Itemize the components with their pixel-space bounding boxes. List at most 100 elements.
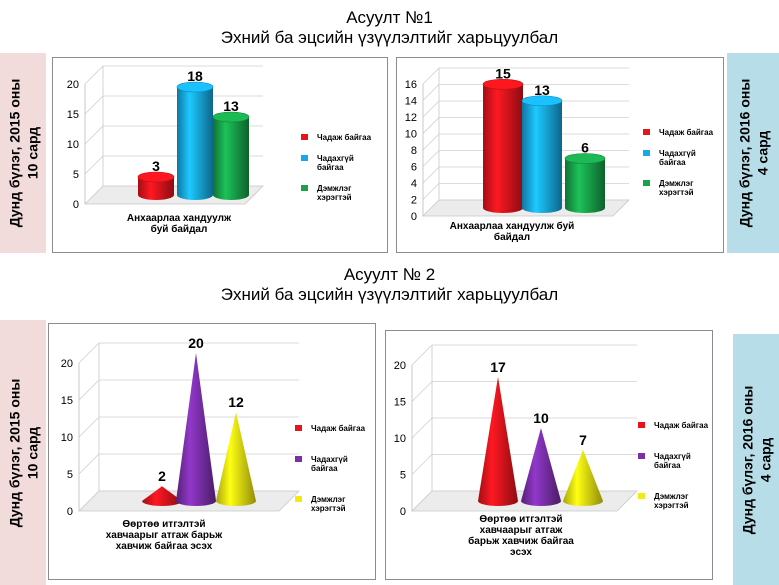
cone-0 [478,376,518,506]
legend: Чадаж байгаа Чадахгүй байгаа Дэмжлэг хэр… [643,128,723,209]
chart-q1-2016: 0 2 4 6 8 10 12 14 16 15 13 6 Анхаарлаа хандуулж бу… [396,57,724,253]
side-label-line2: 10 сард [24,426,41,479]
legend-label: Чадаж байгаа [654,421,709,430]
legend-swatch-purple [295,456,302,462]
legend-label: Чадахгүй байгаа [659,149,696,167]
question1-title-line1: Асуулт №1 [346,8,433,27]
bar-top-0 [137,171,175,183]
gridline [422,117,629,134]
data-label: 15 [495,65,511,81]
question2-title-line1: Асуулт № 2 [343,265,436,284]
y-tick-label: 5 [400,470,406,482]
gridline [411,417,637,439]
legend-swatch-yellow [638,493,645,499]
y-tick-label: 0 [400,506,406,518]
data-label: 13 [534,82,550,98]
bar-top-1 [521,95,563,107]
y-tick-label: 8 [411,145,417,157]
chart-q1-2015-svg: 0 5 10 15 20 3 18 13 [67,65,264,211]
legend-item-chadahgui: Чадахгүй байгаа [643,149,723,167]
data-label: 13 [223,98,239,114]
bar-top-1 [176,81,214,93]
y-tick-label: 10 [67,139,79,151]
bar-top-0 [482,78,524,90]
data-label: 10 [533,410,549,426]
chart-q2-2016-svg: 0 5 10 15 20 17 10 7 [394,344,638,518]
data-label: 2 [158,468,166,484]
gridline [84,65,263,85]
y-tick-label: 4 [411,178,417,190]
bar-0 [483,84,523,213]
y-tick-label: 2 [411,195,417,207]
y-tick-label: 0 [67,506,73,518]
y-tick-label: 15 [394,397,406,409]
legend-item-chadaj: Чадаж байгаа [295,424,373,433]
legend-swatch-red [301,134,308,140]
legend-swatch-green [301,185,308,191]
y-tick-label: 5 [73,169,79,181]
legend-label: Чадахгүй байгаа [654,452,691,470]
legend-swatch-blue [301,155,308,161]
side-label-line2: 10 сард [24,126,41,180]
y-tick-label: 14 [405,96,417,108]
y-tick-label: 0 [73,199,79,211]
legend-label: Дэмжлэг хэрэгтэй [311,495,346,513]
y-tick-label: 5 [67,469,73,481]
data-label: 17 [490,359,506,375]
bar-0 [138,177,174,200]
data-label: 20 [188,335,204,351]
y-tick-label: 20 [61,358,73,370]
gridline [422,84,629,101]
side-label-bottom-left: Дунд бүлэг, 2015 оны 10 сард [0,320,46,585]
category-label: Өөртөө итгэлтэй хавчаарыг атгаж барьж ха… [105,519,223,552]
y-tick-label: 20 [67,79,79,91]
legend-label: Чадахгүй байгаа [311,455,348,473]
side-label-line1: Дунд бүлэг, 2015 оны [6,378,23,527]
side-label-line1: Дунд бүлэг, 2016 оны [739,385,756,534]
gridline [422,150,629,167]
y-tick-label: 12 [405,112,417,124]
bar-1 [522,100,562,213]
side-label-line2: 4 сард [754,130,771,176]
side-label-top-right: Дунд бүлэг, 2016 оны 4 сард [727,53,779,253]
y-tick-label: 0 [411,211,417,223]
legend-swatch-blue [643,150,650,156]
category-label: Өөртөө итгэлтэй хавчаарыг атгаж барьж ха… [468,514,574,558]
cone-2 [216,412,256,506]
legend-swatch-red [643,129,650,135]
gridline [78,416,299,438]
bar-1 [177,87,213,200]
category-label: Анхаарлаа хандуулж буй байдал [449,221,575,243]
legend-label: Чадахгүй байгаа [317,154,354,172]
y-tick-label: 10 [405,129,417,141]
gridline [411,381,637,402]
side-label-top-left: Дунд бүлэг, 2015 оны 10 сард [0,53,46,253]
y-tick-label: 15 [67,109,79,121]
legend-swatch-green [643,180,650,186]
question1-title-line2: Эхний ба эцсийн үзүүлэлтийг харьцуулбал [220,28,559,47]
legend-item-demjleg: Дэмжлэг хэрэгтэй [638,492,712,510]
gridline [422,67,629,85]
y-tick-label: 20 [394,360,406,372]
legend-item-chadahgui: Чадахгүй байгаа [638,452,712,470]
cone-1 [176,353,216,506]
side-label-line1: Дунд бүлэг, 2016 оны [736,78,753,228]
legend-label: Чадаж байгаа [317,133,372,142]
bar-2 [213,117,249,200]
cone-2 [563,449,603,506]
legend-label: Дэмжлэг хэрэгтэй [317,184,352,202]
legend-swatch-purple [638,453,645,459]
data-label: 12 [228,394,244,410]
legend-label: Чадаж байгаа [659,128,714,137]
data-label: 7 [579,432,587,448]
data-label: 3 [152,158,160,174]
chart-q2-2015: 0 5 10 15 20 2 20 12 Өөртөө итгэлтэй хавчаарыг … [48,323,376,580]
chart-q2-2016: 0 5 10 15 20 17 10 7 Өөртөө итгэлтэй хавчаарыг … [385,330,713,580]
legend: Чадаж байгаа Чадахгүй байгаа Дэмжлэг хэр… [638,421,712,522]
legend: Чадаж байгаа Чадахгүй байгаа Дэмжлэг хэр… [301,133,381,214]
gridline [411,344,637,366]
gridline [78,342,299,364]
legend-label: Дэмжлэг хэрэгтэй [654,492,689,510]
cone-0 [142,486,182,506]
legend-item-chadaj: Чадаж байгаа [301,133,381,142]
